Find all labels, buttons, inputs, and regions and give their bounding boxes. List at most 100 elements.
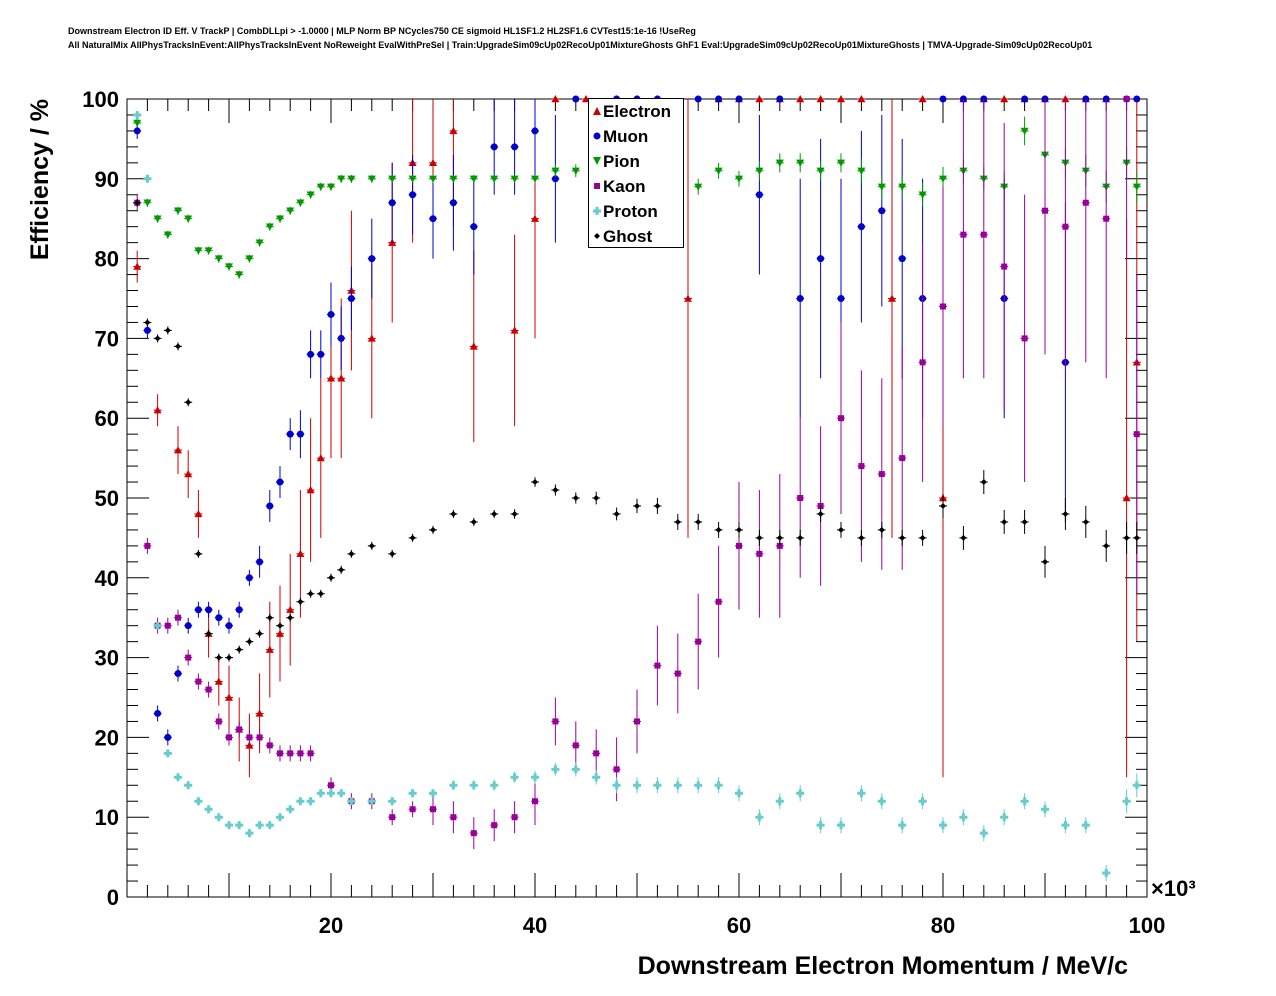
electron-point	[888, 294, 896, 302]
proton-point	[347, 797, 356, 806]
ghost-point	[409, 534, 416, 541]
x-tick-label: 40	[523, 913, 547, 938]
proton-point	[918, 797, 927, 806]
electron-point	[225, 693, 233, 701]
pion-point	[510, 175, 519, 183]
proton-point	[837, 821, 845, 830]
proton-point	[429, 789, 437, 798]
ghost-point	[736, 526, 742, 533]
electron-point	[918, 95, 927, 103]
electron-point	[286, 605, 295, 613]
pion-point	[694, 183, 703, 191]
kaon-point	[256, 734, 263, 741]
ghost-point	[756, 534, 763, 541]
muon-point	[205, 606, 213, 614]
ghost-point	[817, 510, 824, 517]
muon-point	[796, 295, 804, 302]
kaon-point	[736, 542, 742, 549]
muon-point	[327, 310, 335, 318]
proton-point	[735, 789, 743, 798]
pion-point	[898, 183, 907, 191]
ghost-point	[246, 638, 253, 645]
y-tick-label: 70	[95, 326, 119, 351]
pion-point	[367, 175, 376, 183]
muon-point	[531, 127, 539, 135]
pion-point	[939, 175, 947, 183]
legend-marker-kaon	[594, 183, 600, 189]
muon-point	[878, 207, 886, 215]
y-tick-label: 10	[95, 805, 119, 830]
muon-point	[174, 670, 182, 678]
electron-point	[469, 342, 478, 350]
pion-point	[1132, 183, 1141, 191]
kaon-point	[980, 231, 987, 238]
proton-point	[184, 781, 193, 790]
proton-point	[1020, 797, 1029, 806]
electron-point	[816, 95, 825, 103]
electron-point	[449, 126, 458, 135]
kaon-point	[205, 686, 212, 693]
ghost-point	[328, 574, 334, 581]
muon-point	[817, 255, 825, 263]
electron-point	[510, 326, 519, 334]
ghost-point	[511, 510, 518, 517]
ghost-point	[1001, 518, 1008, 525]
kaon-point	[430, 806, 436, 813]
y-tick-label: 60	[95, 406, 119, 431]
ghost-point	[1062, 510, 1069, 517]
muon-point	[307, 350, 315, 358]
proton-point	[1102, 869, 1111, 878]
ghost-point	[134, 199, 141, 206]
proton-point	[214, 813, 223, 822]
pion-point	[204, 247, 213, 255]
pion-point	[265, 223, 274, 231]
proton-point	[775, 797, 784, 806]
ghost-point	[838, 526, 844, 533]
electron-point	[531, 214, 539, 222]
kaon-point	[1103, 215, 1110, 222]
kaon-point	[246, 734, 253, 741]
electron-point	[153, 406, 162, 414]
proton-point	[1081, 821, 1090, 830]
ghost-point	[164, 327, 171, 334]
kaon-point	[470, 830, 477, 837]
electron-point	[174, 446, 182, 454]
kaon-point	[940, 303, 946, 310]
kaon-point	[919, 359, 926, 366]
muon-point	[694, 95, 702, 103]
electron-point	[857, 95, 866, 103]
kaon-point	[409, 806, 416, 813]
ghost-point	[287, 614, 294, 621]
ghost-point	[256, 630, 263, 637]
electron-point	[265, 645, 274, 653]
muon-point	[266, 502, 274, 510]
kaon-point	[960, 231, 967, 238]
ghost-point	[552, 487, 559, 494]
ghost-point	[317, 590, 324, 597]
pion-point	[235, 271, 244, 279]
ghost-point	[215, 654, 222, 661]
proton-point	[296, 797, 305, 806]
y-tick-label: 0	[107, 885, 119, 910]
muon-point	[898, 255, 906, 263]
electron-point	[684, 294, 692, 302]
x-tick-label: 20	[319, 913, 343, 938]
kaon-point	[552, 718, 559, 725]
pion-point	[1020, 127, 1029, 135]
electron-point	[551, 95, 560, 103]
ghost-point	[450, 510, 457, 517]
legend-marker-pion	[593, 157, 601, 165]
ghost-point	[226, 654, 232, 661]
pion-point	[214, 255, 223, 263]
proton-point	[408, 789, 417, 798]
ghost-point	[634, 502, 640, 509]
muon-point	[776, 95, 784, 103]
ghost-point	[297, 598, 304, 605]
pion-point	[194, 247, 203, 255]
ghost-point	[277, 622, 283, 629]
proton-point	[714, 781, 723, 790]
kaon-point	[674, 670, 681, 677]
kaon-point	[1123, 96, 1130, 102]
muon-point	[133, 127, 141, 135]
